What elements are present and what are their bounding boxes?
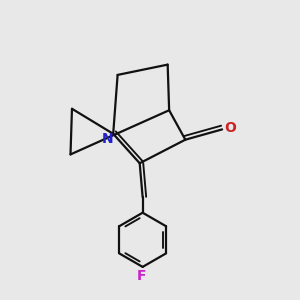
Text: F: F bbox=[136, 269, 146, 283]
Text: O: O bbox=[224, 121, 236, 135]
Text: N: N bbox=[101, 132, 113, 146]
